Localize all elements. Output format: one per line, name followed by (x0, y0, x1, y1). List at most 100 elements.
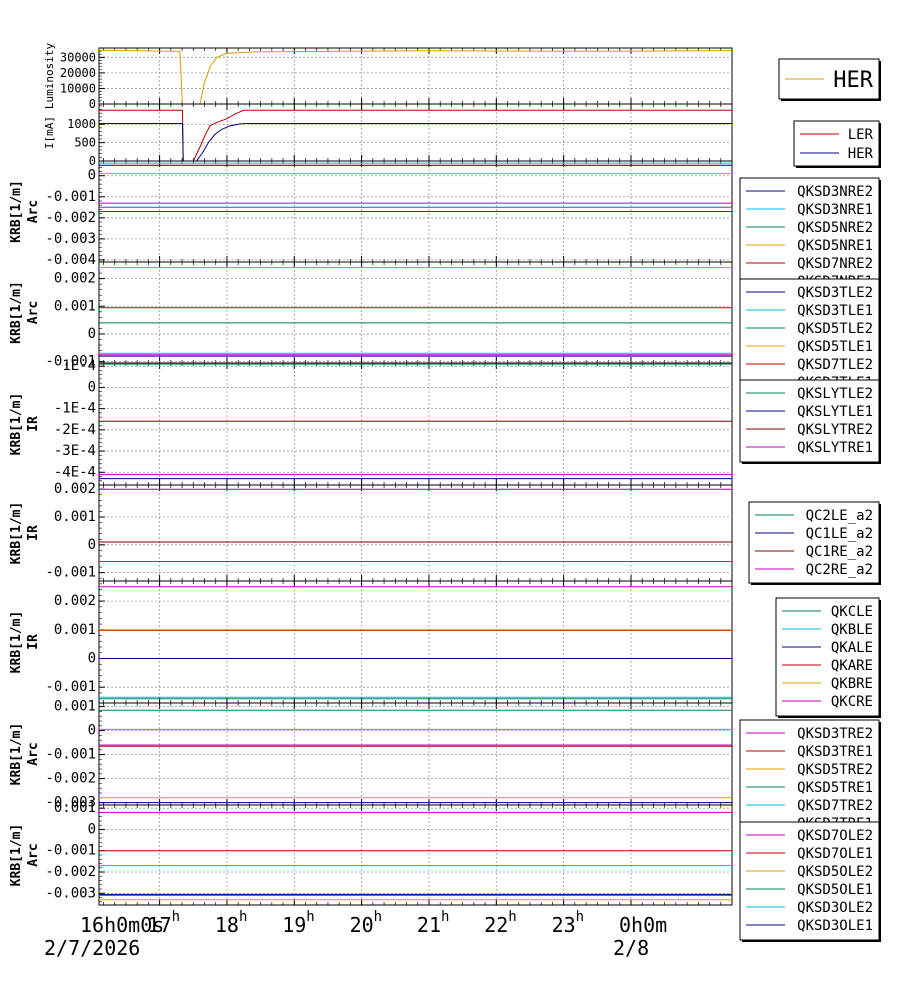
y-axis-sublabel: Arc (26, 200, 41, 223)
legend-label: QC1RE_a2 (806, 544, 873, 560)
y-tick-label: -0.001 (45, 189, 96, 205)
y-axis-sublabel: Arc (26, 742, 41, 765)
x-date-start: 2/7/2026 (44, 936, 140, 960)
plot-frame (98, 702, 733, 806)
y-tick-label: 0 (88, 537, 96, 553)
panel-2: 0 500 1000 I[mA] LER HER (43, 103, 881, 168)
legend: HER (778, 58, 881, 101)
plot-frame (98, 47, 733, 105)
y-tick-label: -0.001 (45, 843, 96, 859)
y-tick-label: -0.003 (45, 885, 96, 901)
legend: QC2LE_a2 QC1LE_a2 QC1RE_a2 QC2RE_a2 (748, 501, 881, 585)
legend-label: QKSLYTLE2 (797, 386, 873, 402)
x-tick-unit: h (306, 909, 314, 925)
y-axis-label: I[mA] (43, 116, 56, 149)
legend: QKSD3NRE2 QKSD3NRE1 QKSD5NRE2 QKSD5NRE1 QKSD… (739, 177, 881, 298)
y-tick-label: -0.003 (45, 231, 96, 247)
legend-label: QKSD3NRE1 (797, 202, 873, 218)
x-tick-label: 17 (148, 913, 172, 937)
x-tick-label: 20 (350, 913, 374, 937)
y-tick-label: 0.001 (54, 509, 96, 525)
legend-label: QKBLE (831, 622, 873, 638)
x-tick-unit: h (508, 909, 516, 925)
y-axis-label: KRB[1/m] (9, 824, 24, 887)
legend-label: QKSD7OLE2 (797, 828, 873, 844)
y-tick-label: 0.001 (54, 800, 96, 816)
y-tick-label: -0.001 (45, 354, 96, 370)
y-tick-label: 0 (88, 168, 96, 184)
legend-box (775, 597, 880, 717)
legend-label: QC2RE_a2 (806, 562, 873, 578)
legend-label: HER (848, 146, 874, 162)
panel-7: 0.002 0.001 0 -0.001 KRB[1/m] IR QKCLE QKBLE QKA… (9, 580, 881, 718)
panel-9: 0.001 0 -0.001 -0.002 -0.003 KRB[1/m] Arc QKSD7… (9, 800, 881, 942)
y-tick-label: 1E-4 (62, 358, 96, 374)
y-axis-label: KRB[1/m] (9, 393, 24, 456)
y-axis-label: KRB[1/m] (9, 723, 24, 786)
legend-label: QKSD5OLE1 (797, 882, 873, 898)
legend-label: QKSD5TRE2 (797, 762, 873, 778)
y-tick-label: 0 (89, 154, 96, 168)
y-tick-label: -3E-4 (54, 443, 96, 459)
y-tick-label: 10000 (60, 81, 96, 95)
x-tick-label: 18 (215, 913, 239, 937)
legend: LER HER (793, 120, 881, 168)
series-line-HER (99, 49, 732, 104)
legend-box (739, 379, 880, 463)
y-tick-label: -4E-4 (54, 464, 96, 480)
y-tick-label: 0.002 (54, 481, 96, 497)
legend-label: LER (848, 127, 874, 143)
legend-label: QC1LE_a2 (806, 526, 873, 542)
legend-label: QKSD7TLE2 (797, 357, 873, 373)
y-tick-label: -0.002 (45, 210, 96, 226)
legend-label: QKBRE (831, 676, 873, 692)
y-tick-label: -0.004 (45, 252, 96, 268)
y-tick-label: -0.001 (45, 679, 96, 695)
y-axis-sublabel: IR (26, 525, 41, 541)
plot-frame (98, 804, 733, 906)
x-tick-label: 23 (552, 913, 576, 937)
x-tick-label: 21 (417, 913, 441, 937)
y-tick-label: -0.001 (45, 565, 96, 581)
y-tick-label: 1000 (67, 117, 96, 131)
x-tick-unit: h (239, 909, 247, 925)
legend-label: QKALE (831, 640, 873, 656)
legend: QKCLE QKBLE QKALE QKARE QKBRE QKCRE (775, 597, 881, 718)
y-tick-label: 500 (74, 136, 96, 150)
y-axis-label: Luminosity (43, 43, 56, 110)
panel-6: 0.002 0.001 0 -0.001 KRB[1/m] IR QC2LE_a2 QC1LE… (9, 481, 881, 585)
legend-label: QKSD3TRE2 (797, 726, 873, 742)
y-axis-sublabel: IR (26, 416, 41, 432)
y-tick-label: 20000 (60, 66, 96, 80)
y-axis-sublabel: Arc (26, 301, 41, 324)
panel-8: 0.001 0 -0.001 -0.002 -0.003 KRB[1/m] Arc QKSD3… (9, 699, 881, 840)
x-tick-label: 19 (282, 913, 306, 937)
legend-label: QKSD7OLE1 (797, 846, 873, 862)
x-tick-unit: h (374, 909, 382, 925)
legend-label: QC2LE_a2 (806, 508, 873, 524)
y-axis-label: KRB[1/m] (9, 180, 24, 243)
y-tick-label: -0.001 (45, 747, 96, 763)
y-tick-label: 0 (88, 379, 96, 395)
series-line-HER (99, 123, 732, 161)
y-tick-label: 0 (88, 651, 96, 667)
y-tick-label: 0.001 (54, 298, 96, 314)
y-tick-label: 0 (89, 97, 96, 111)
legend-label: QKSD5OLE2 (797, 864, 873, 880)
y-axis-sublabel: IR (26, 634, 41, 650)
y-tick-label: 0.001 (54, 699, 96, 715)
legend-label: QKARE (831, 658, 873, 674)
legend: QKSD7OLE2 QKSD7OLE1 QKSD5OLE2 QKSD5OLE1 QKSD… (739, 821, 881, 942)
y-tick-label: -0.003 (45, 795, 96, 811)
y-tick-label: 0.002 (54, 593, 96, 609)
legend-label: QKSD3TRE1 (797, 744, 873, 760)
y-axis-label: KRB[1/m] (9, 281, 24, 344)
legend-label: QKSD5NRE2 (797, 220, 873, 236)
x-tick-unit: h (441, 909, 449, 925)
y-tick-label: 0 (88, 326, 96, 342)
legend-box (739, 821, 880, 941)
